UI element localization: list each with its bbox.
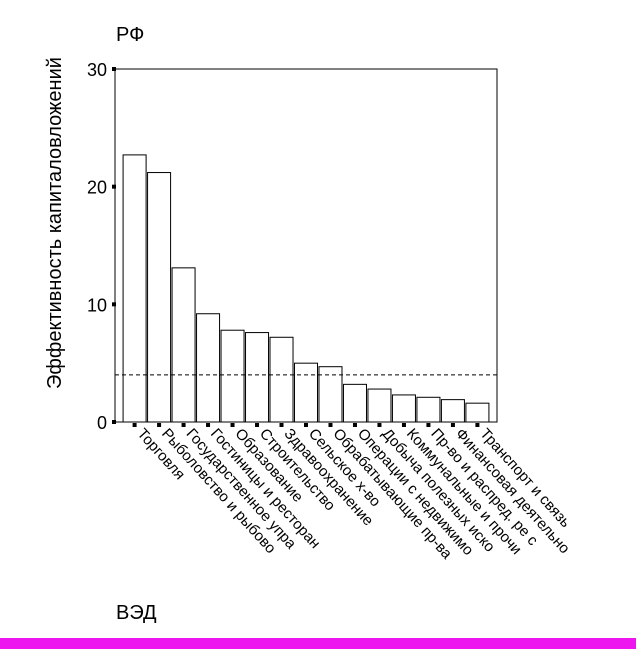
bar <box>196 313 221 423</box>
x-tick-mark <box>181 423 186 427</box>
bar <box>416 396 441 423</box>
bars <box>122 154 490 423</box>
bar <box>122 154 147 423</box>
bar <box>147 172 172 423</box>
y-tick-label: 30 <box>87 60 107 80</box>
y-tick-label: 0 <box>97 413 107 433</box>
chart-title: РФ <box>116 24 144 46</box>
y-ticks: 0 10 20 30 <box>87 60 116 433</box>
x-tick-mark <box>401 423 406 427</box>
bar <box>269 336 294 423</box>
y-tick-label: 20 <box>87 178 107 198</box>
x-tick-mark <box>230 423 235 427</box>
x-tick-mark <box>377 423 382 427</box>
bar <box>293 362 319 423</box>
x-tick-mark <box>426 423 431 427</box>
y-tick-mark <box>112 184 116 189</box>
plot-frame <box>114 68 498 423</box>
bottom-accent-bar <box>0 638 636 649</box>
bar <box>171 267 196 423</box>
y-axis-label: Эффективность капиталовложений <box>44 57 66 389</box>
bar <box>245 332 270 423</box>
y-tick-label: 10 <box>87 295 107 315</box>
bar <box>367 388 392 423</box>
x-axis-label: ВЭД <box>116 602 157 624</box>
x-tick-mark <box>132 423 137 427</box>
bar <box>465 402 490 423</box>
y-tick-mark <box>112 420 116 424</box>
x-tick-mark <box>255 423 260 427</box>
x-tick-mark <box>206 423 211 427</box>
bar <box>318 366 343 423</box>
x-tick-mark <box>352 423 357 427</box>
x-tick-mark <box>328 423 333 427</box>
x-tick-mark <box>304 423 308 427</box>
y-tick-mark <box>112 302 116 307</box>
bar <box>440 399 465 423</box>
axes <box>114 68 498 423</box>
x-tick-mark <box>450 423 455 427</box>
x-tick-mark <box>475 423 480 427</box>
y-tick-mark <box>112 67 116 71</box>
bar <box>342 383 367 423</box>
x-tick-mark <box>157 423 162 427</box>
x-tick-mark <box>279 423 284 427</box>
bar <box>220 329 245 423</box>
bar <box>391 394 416 423</box>
